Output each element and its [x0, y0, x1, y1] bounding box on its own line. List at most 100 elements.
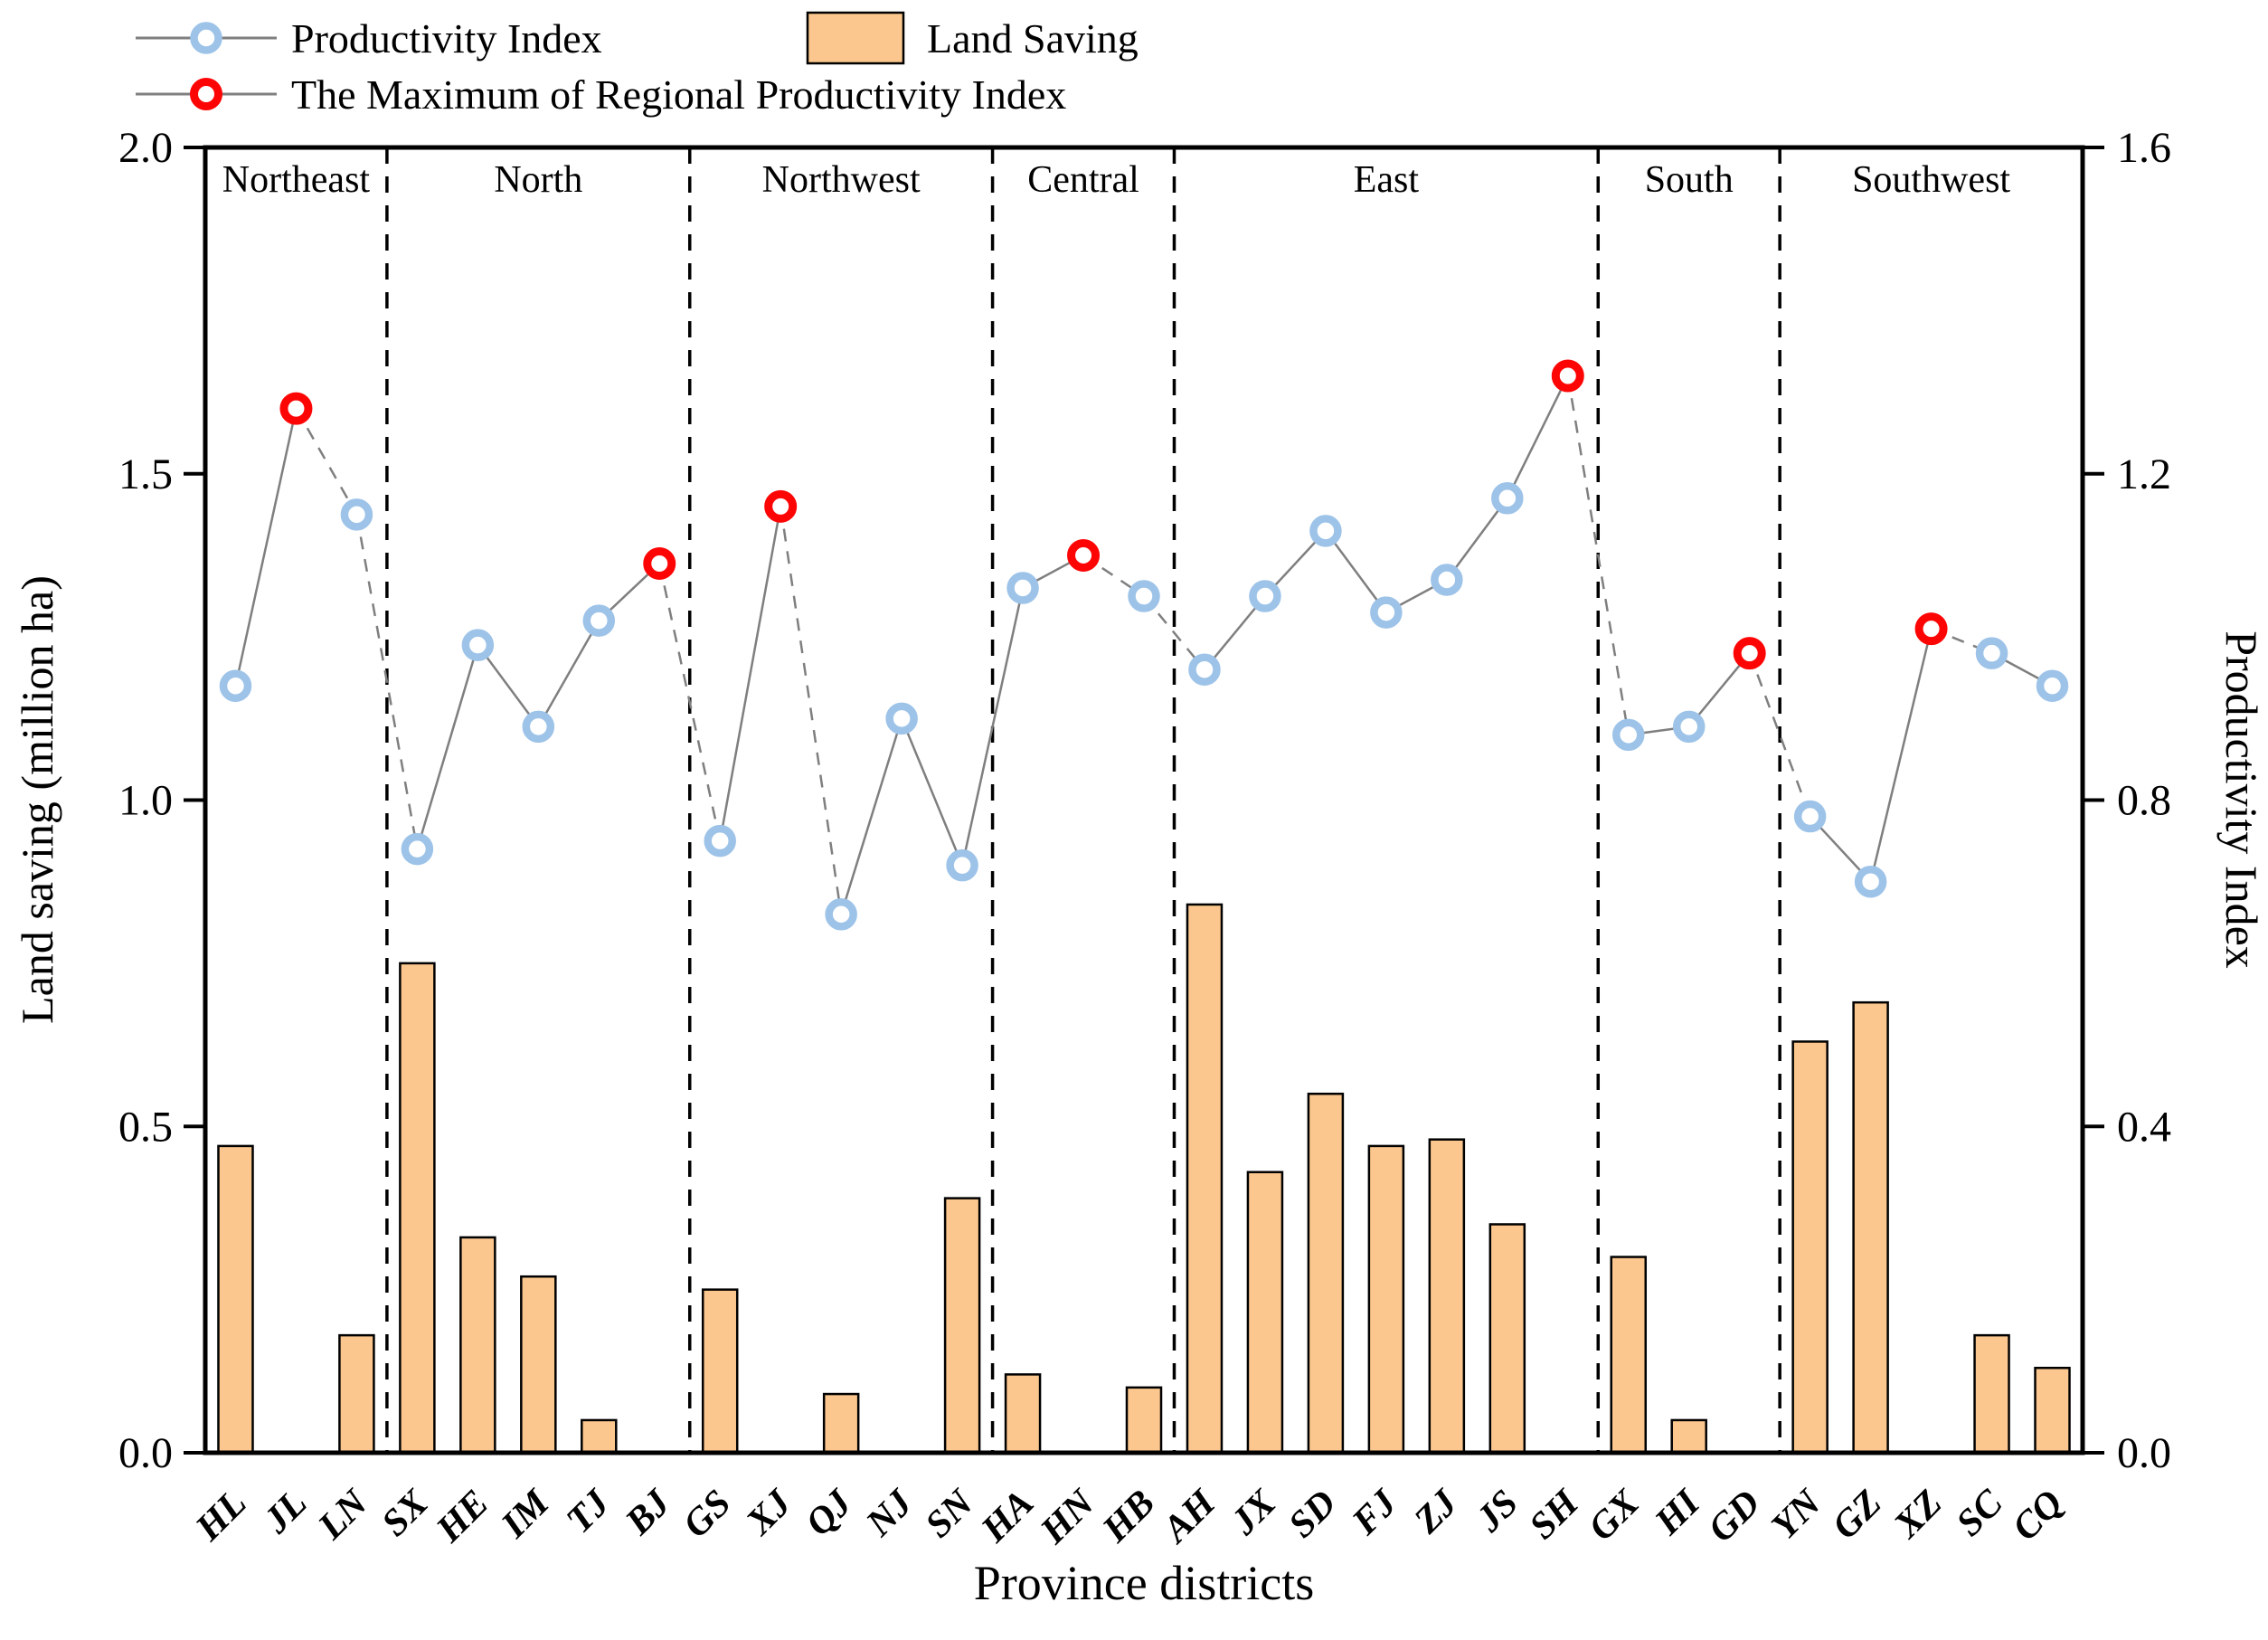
right-tick-label: 0.0: [2117, 1429, 2171, 1477]
marker-LN: [340, 498, 373, 531]
max-marker-XZ: [1914, 612, 1948, 646]
max-marker-SH: [1551, 359, 1584, 393]
bar-HB: [1125, 1386, 1163, 1455]
marker-SN: [946, 848, 978, 882]
plot-frame: [203, 145, 2085, 1455]
x-tick-label-JL: JL: [255, 1483, 315, 1542]
bar-HI: [1670, 1418, 1707, 1455]
productivity-line-segment: [1445, 498, 1508, 581]
marker-GS: [704, 824, 736, 858]
x-tick-label-HB: HB: [1094, 1483, 1163, 1551]
productivity-line-segment: [477, 644, 540, 728]
productivity-line-segment: [1869, 628, 1933, 882]
x-tick-label-HE: HE: [428, 1483, 496, 1551]
x-tick-label-YN: YN: [1764, 1481, 1830, 1547]
bar-JX: [1246, 1171, 1284, 1455]
marker-HL: [219, 669, 252, 702]
productivity-line-segment: [1566, 375, 1630, 735]
legend-land-label: Land Saving: [927, 15, 1139, 62]
marker-GZ: [1854, 865, 1887, 898]
bar-GS: [701, 1288, 739, 1455]
max-marker-JL: [279, 392, 313, 425]
marker-IM: [522, 710, 555, 744]
marker-HA: [1006, 572, 1039, 604]
productivity-line-segment: [1506, 374, 1569, 499]
x-tick-label-XJ: XJ: [738, 1481, 801, 1544]
bar-LN: [338, 1333, 375, 1455]
right-tick-label: 1.6: [2117, 124, 2171, 172]
productivity-line-segment: [658, 563, 722, 841]
x-tick-label-LN: LN: [310, 1481, 377, 1548]
x-tick-label-GD: GD: [1700, 1483, 1768, 1550]
x-tick-label-HN: HN: [1032, 1481, 1103, 1552]
bar-SC: [1973, 1333, 2010, 1455]
plot-area: Northeast North Northwest Central East South S…: [118, 124, 2171, 1552]
x-tick-label-IM: IM: [493, 1481, 558, 1546]
bar-IM: [520, 1275, 557, 1455]
productivity-line-segment: [1748, 652, 1811, 817]
left-tick-label: 0.5: [118, 1103, 173, 1151]
x-tick-label-XZ: XZ: [1885, 1483, 1951, 1548]
bar-SN: [943, 1197, 981, 1455]
x-tick-label-CQ: CQ: [2005, 1483, 2072, 1550]
x-tick-label-SX: SX: [374, 1482, 438, 1545]
right-tick-label: 0.8: [2117, 777, 2171, 825]
x-tick-label-FJ: FJ: [1344, 1481, 1406, 1543]
marker-TJ: [582, 604, 616, 637]
productivity-line-segment: [355, 514, 419, 849]
legend-max-label: The Maximum of Regional Productivity Ind…: [291, 71, 1066, 118]
bar-HL: [217, 1144, 254, 1455]
marker-JX: [1249, 580, 1281, 612]
marker-YN: [1793, 800, 1827, 833]
max-marker-HN: [1067, 538, 1101, 572]
bar-AH: [1186, 903, 1224, 1455]
region-label-east: East: [1354, 159, 1420, 201]
left-tick-label: 0.0: [118, 1429, 173, 1477]
x-tick-label-GZ: GZ: [1825, 1483, 1890, 1548]
max-marker-GD: [1733, 637, 1766, 670]
x-tick-label-BJ: BJ: [617, 1481, 679, 1543]
x-tick-label-QJ: QJ: [798, 1481, 861, 1544]
marker-ZJ: [1431, 564, 1463, 596]
legend-productivity-label: Productivity Index: [291, 15, 602, 62]
productivity-line-segment: [900, 717, 964, 867]
max-marker-BJ: [643, 546, 676, 580]
bar-JS: [1488, 1223, 1526, 1455]
x-tick-label-ZJ: ZJ: [1406, 1481, 1468, 1542]
productivity-line-segment: [839, 717, 903, 915]
productivity-line-segment: [537, 620, 600, 727]
x-tick-label-TJ: TJ: [559, 1481, 619, 1541]
marker-SX: [401, 832, 434, 866]
marker-NJ: [885, 702, 918, 735]
land-saving-swatch-icon: [806, 11, 905, 65]
bar-TJ: [581, 1418, 618, 1455]
marker-SC: [1975, 637, 2008, 669]
productivity-marker-icon: [190, 22, 222, 54]
x-tick-label-GX: GX: [1581, 1482, 1648, 1549]
bar-ZJ: [1428, 1138, 1466, 1455]
max-marker-XJ: [764, 489, 798, 523]
marker-HE: [461, 629, 495, 661]
marker-CQ: [2036, 669, 2069, 702]
productivity-line-segment: [718, 506, 782, 841]
region-label-northwest: Northwest: [762, 159, 921, 201]
x-tick-label-SH: SH: [1522, 1482, 1588, 1548]
bar-FJ: [1367, 1144, 1405, 1455]
bar-SD: [1307, 1092, 1345, 1455]
bar-SX: [399, 962, 436, 1455]
x-tick-label-HL: HL: [187, 1483, 254, 1550]
region-label-north: North: [494, 159, 582, 201]
marker-HB: [1128, 580, 1160, 612]
bar-YN: [1791, 1040, 1829, 1455]
marker-FJ: [1370, 596, 1403, 629]
bar-GX: [1610, 1256, 1647, 1455]
bar-HE: [459, 1236, 496, 1455]
legend: Productivity Index Land Saving The Maxim…: [136, 11, 1139, 118]
left-tick-label: 2.0: [118, 124, 173, 172]
right-tick-label: 1.2: [2117, 450, 2171, 498]
region-label-central: Central: [1027, 159, 1139, 201]
x-tick-label-JX: JX: [1223, 1482, 1285, 1544]
x-tick-label-SC: SC: [1949, 1482, 2012, 1545]
